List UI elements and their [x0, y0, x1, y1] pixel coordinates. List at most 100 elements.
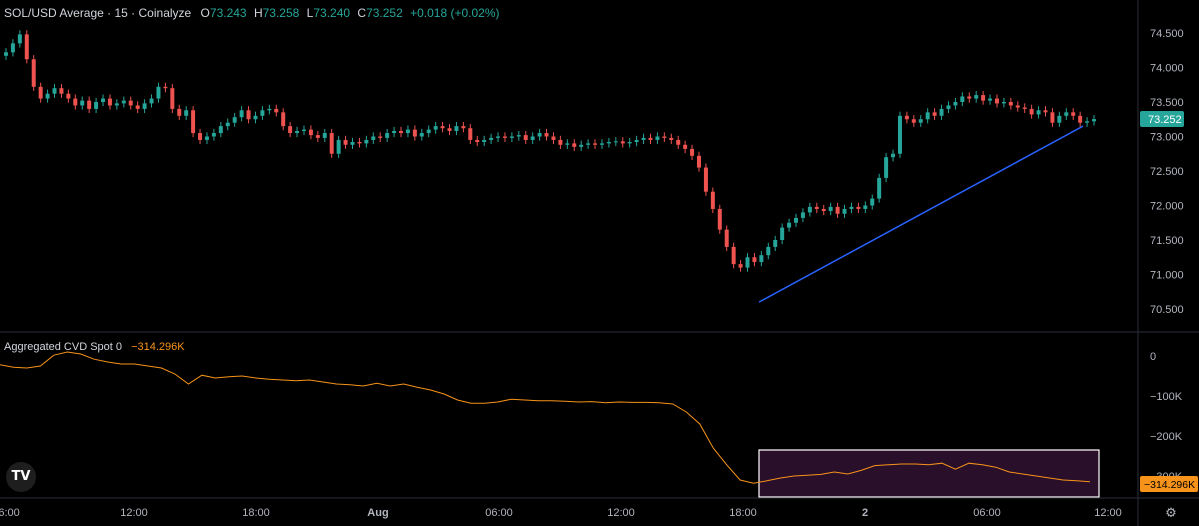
candle-body — [648, 137, 653, 140]
candle-body — [399, 130, 404, 134]
last-cvd-text: −314.296K — [1144, 479, 1195, 491]
candle-body — [191, 110, 196, 134]
candle-body — [38, 86, 43, 99]
candle-body — [101, 98, 106, 102]
candle-body — [80, 100, 85, 106]
time-tick-label: 18:00 — [242, 507, 270, 519]
cvd-tick-label: 0 — [1150, 351, 1156, 363]
candle-body — [613, 141, 618, 143]
candle-body — [544, 133, 549, 137]
candle-body — [835, 206, 840, 214]
candle-body — [551, 136, 556, 140]
price-tick-label: 73.000 — [1150, 132, 1184, 144]
candle-body — [717, 208, 722, 230]
candle-body — [419, 133, 424, 137]
candle-body — [1092, 119, 1096, 122]
candle-body — [967, 96, 972, 99]
candle-body — [897, 115, 902, 154]
candle-body — [94, 102, 99, 109]
candle-body — [163, 86, 168, 89]
symbol-title[interactable]: SOL/USD Average · 15 · Coinalyze — [4, 6, 192, 20]
candle-body — [371, 136, 376, 140]
candle-body — [1008, 102, 1013, 106]
candle-body — [870, 198, 875, 206]
candle-body — [211, 133, 216, 137]
candle-body — [253, 115, 258, 120]
candle-body — [932, 112, 937, 116]
candle-body — [773, 240, 778, 247]
candle-body — [357, 142, 362, 144]
time-tick-label: 06:00 — [0, 507, 20, 519]
candle-body — [329, 133, 334, 154]
highlight-box — [758, 449, 1100, 498]
last-price-label: 73.252 — [1140, 111, 1184, 127]
candle-body — [690, 148, 695, 156]
gear-icon[interactable]: ⚙ — [1165, 506, 1177, 521]
price-tick-label: 73.500 — [1150, 97, 1184, 109]
time-tick-label: 06:00 — [973, 507, 1001, 519]
candle-body — [315, 135, 320, 138]
candle-body — [308, 129, 313, 136]
candle-body — [170, 88, 175, 109]
low-label: L — [306, 6, 314, 20]
candle-body — [891, 153, 896, 158]
candle-body — [1015, 105, 1020, 108]
time-tick-label: 12:00 — [1094, 507, 1122, 519]
candle-body — [4, 52, 8, 56]
time-tick-label: Aug — [367, 507, 388, 519]
candle-body — [1078, 115, 1083, 123]
candle-body — [121, 100, 126, 104]
close-label: C — [357, 6, 367, 20]
candle-body — [800, 212, 805, 218]
candle-body — [994, 98, 999, 104]
candle-body — [814, 206, 819, 209]
candle-body — [433, 126, 438, 130]
candle-body — [1064, 112, 1069, 116]
last-cvd-label: −314.296K — [1140, 476, 1198, 492]
candle-body — [502, 136, 507, 138]
indicator-legend: Aggregated CVD Spot 0 −314.296K — [4, 341, 185, 353]
candle-body — [911, 119, 916, 123]
candle-body — [454, 126, 459, 131]
trendline[interactable] — [758, 125, 1084, 303]
candle-body — [766, 246, 771, 256]
candle-body — [572, 143, 577, 147]
candle-body — [496, 136, 501, 138]
time-axis[interactable]: 06:00 12:00 18:00 Aug 06:00 12:00 18:00 2 06:00 1… — [0, 507, 1122, 519]
candle-body — [669, 137, 674, 140]
candle-body — [156, 86, 161, 99]
candle-body — [218, 126, 223, 134]
candle-body — [655, 136, 660, 140]
candle-body — [981, 95, 986, 101]
candle-body — [676, 139, 681, 145]
candle-body — [925, 112, 930, 120]
candle-body — [696, 155, 701, 168]
candle-body — [877, 177, 882, 199]
candle-body — [516, 135, 521, 137]
candle-body — [1050, 112, 1055, 123]
candle-body — [392, 130, 397, 134]
candle-body — [586, 143, 591, 145]
change-value: +0.018 (+0.02%) — [410, 6, 500, 20]
candle-body — [66, 93, 71, 99]
candle-body — [620, 141, 625, 144]
candle-body — [710, 191, 715, 209]
candle-body — [184, 110, 189, 116]
candle-body — [641, 137, 646, 140]
candle-body — [884, 157, 889, 178]
high-value: 73.258 — [262, 6, 300, 20]
cvd-tick-label: −100K — [1150, 391, 1183, 403]
time-tick-label: 12:00 — [607, 507, 635, 519]
price-axis[interactable]: 74.500 74.000 73.500 73.000 72.500 72.000 71.5… — [1150, 28, 1184, 316]
price-tick-label: 70.500 — [1150, 304, 1184, 316]
candle-body — [177, 108, 182, 116]
cvd-axis[interactable]: 0−100K−200K−300K — [1150, 351, 1183, 483]
candle-body — [1022, 107, 1027, 109]
tradingview-logo-icon[interactable]: TV — [6, 462, 36, 492]
time-tick-label: 18:00 — [729, 507, 757, 519]
time-tick-label: 12:00 — [120, 507, 148, 519]
candle-body — [724, 229, 729, 247]
indicator-name[interactable]: Aggregated CVD Spot 0 — [4, 341, 123, 353]
cvd-line — [0, 351, 1091, 484]
